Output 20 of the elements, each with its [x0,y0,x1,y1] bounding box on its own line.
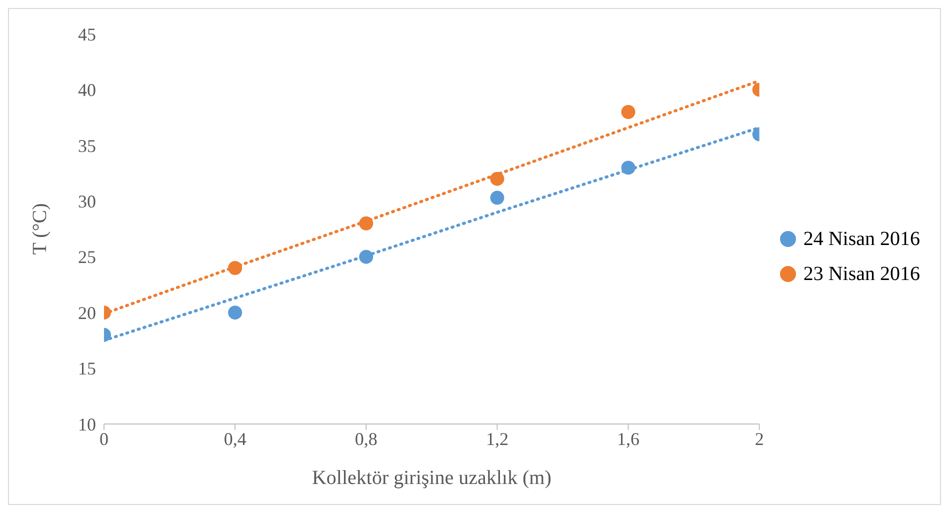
y-axis-title: T (°C) [29,203,52,255]
x-tick-label: 1,6 [617,428,640,449]
line-series [104,126,760,342]
x-tick-label: 0,4 [224,428,246,449]
y-tick-label: 20 [78,302,96,323]
legend-label: 24 Nisan 2016 [803,228,920,250]
y-tick-label: 35 [78,136,96,156]
y-tick-label: 40 [78,80,96,100]
y-tick-label: 15 [78,358,96,379]
x-tick-label: 0,8 [354,428,378,449]
x-axis-title: Kollektör girişine uzaklık (m) [312,467,552,489]
y-tick-label: 30 [78,192,96,212]
legend-label: 23 Nisan 2016 [803,262,920,286]
x-tick-label: 1,2 [486,428,508,449]
y-tick-label: 10 [78,414,96,434]
y-tick-label: 25 [78,247,96,268]
point [490,190,504,205]
x-tick-label: 0 [100,428,108,449]
y-tick-label: 45 [78,24,96,44]
x-tick-label: 2 [754,428,764,449]
